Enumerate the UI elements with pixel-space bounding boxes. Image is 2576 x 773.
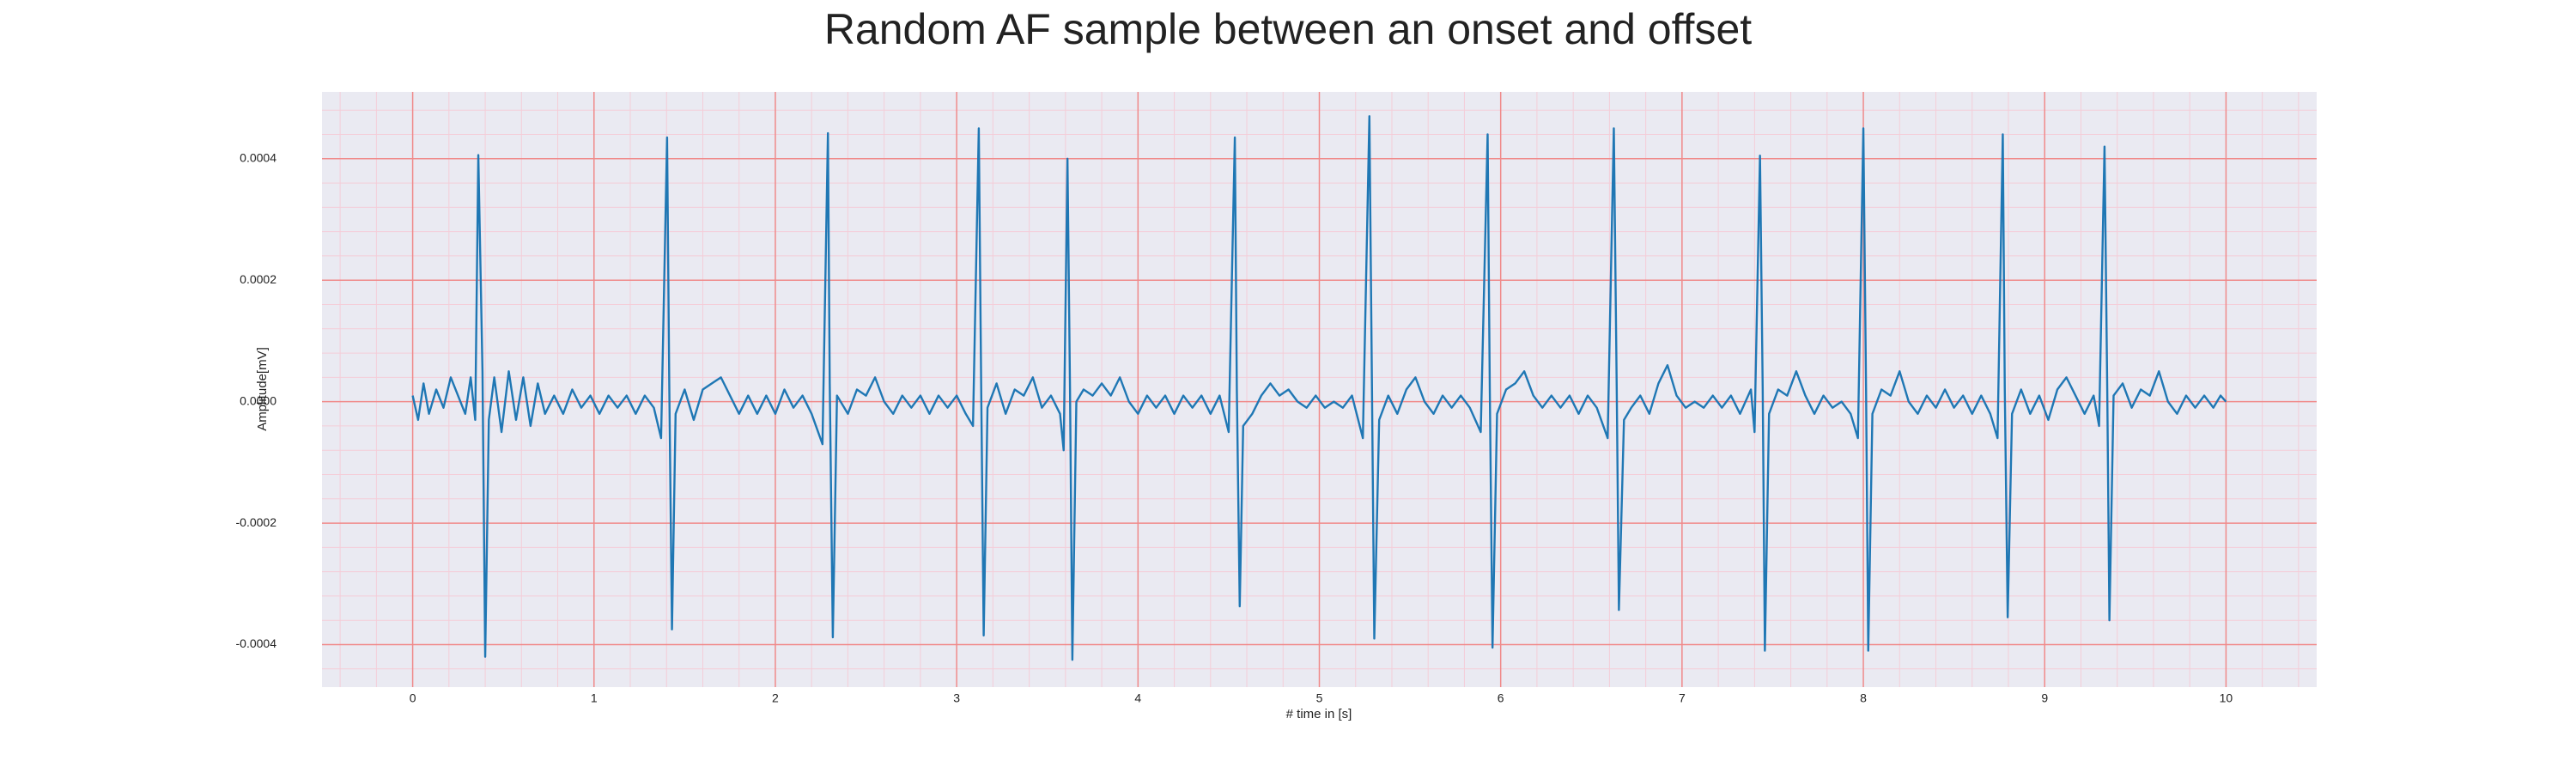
x-tick-label: 7 — [1679, 691, 1686, 705]
x-tick-label: 1 — [591, 691, 598, 705]
y-tick-label: 0.0004 — [240, 150, 276, 164]
y-tick-label: -0.0002 — [236, 515, 277, 529]
x-tick-label: 10 — [2220, 691, 2233, 705]
y-axis-label: Amplitude[mV] — [255, 347, 270, 431]
x-tick-label: 5 — [1316, 691, 1323, 705]
x-tick-label: 2 — [772, 691, 779, 705]
x-tick-label: 8 — [1860, 691, 1867, 705]
x-tick-label: 6 — [1498, 691, 1504, 705]
y-tick-label: 0.0002 — [240, 272, 276, 286]
x-tick-label: 3 — [953, 691, 960, 705]
chart-title: Random AF sample between an onset and of… — [824, 5, 1752, 53]
signal-line — [411, 115, 2227, 661]
x-tick-label: 4 — [1134, 691, 1141, 705]
y-tick-label: -0.0004 — [236, 636, 277, 650]
x-tick-label: 9 — [2041, 691, 2048, 705]
y-tick-label: 0.0000 — [240, 393, 276, 407]
x-tick-label: 0 — [410, 691, 416, 705]
x-axis-label: # time in [s] — [1286, 707, 1352, 721]
